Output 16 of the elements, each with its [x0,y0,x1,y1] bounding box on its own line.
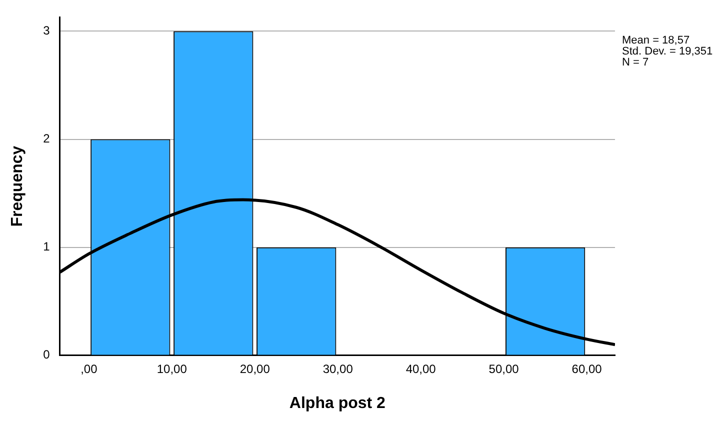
x-tick-label: 30,00 [322,362,354,376]
x-tick-label: 40,00 [406,362,436,376]
y-axis-title: Frequency [9,146,26,227]
x-tick-label: ,00 [80,362,98,376]
text: Std. Dev. = 19,351 [622,46,713,58]
text: Mean = 18,57 [622,34,690,47]
x-tick-label: 10,00 [156,362,188,376]
x-tick-label: 50,00 [488,362,520,376]
y-tick-label: 1 [43,240,50,254]
text: N = 7 [622,56,649,69]
y-tick-label: 2 [43,132,50,146]
y-tick-label: 3 [43,24,50,38]
x-tick-label: 60,00 [572,362,602,376]
y-tick-label: 0 [43,348,50,362]
x-tick-label: 20,00 [240,362,270,376]
x-axis-title: Alpha post 2 [289,394,386,412]
